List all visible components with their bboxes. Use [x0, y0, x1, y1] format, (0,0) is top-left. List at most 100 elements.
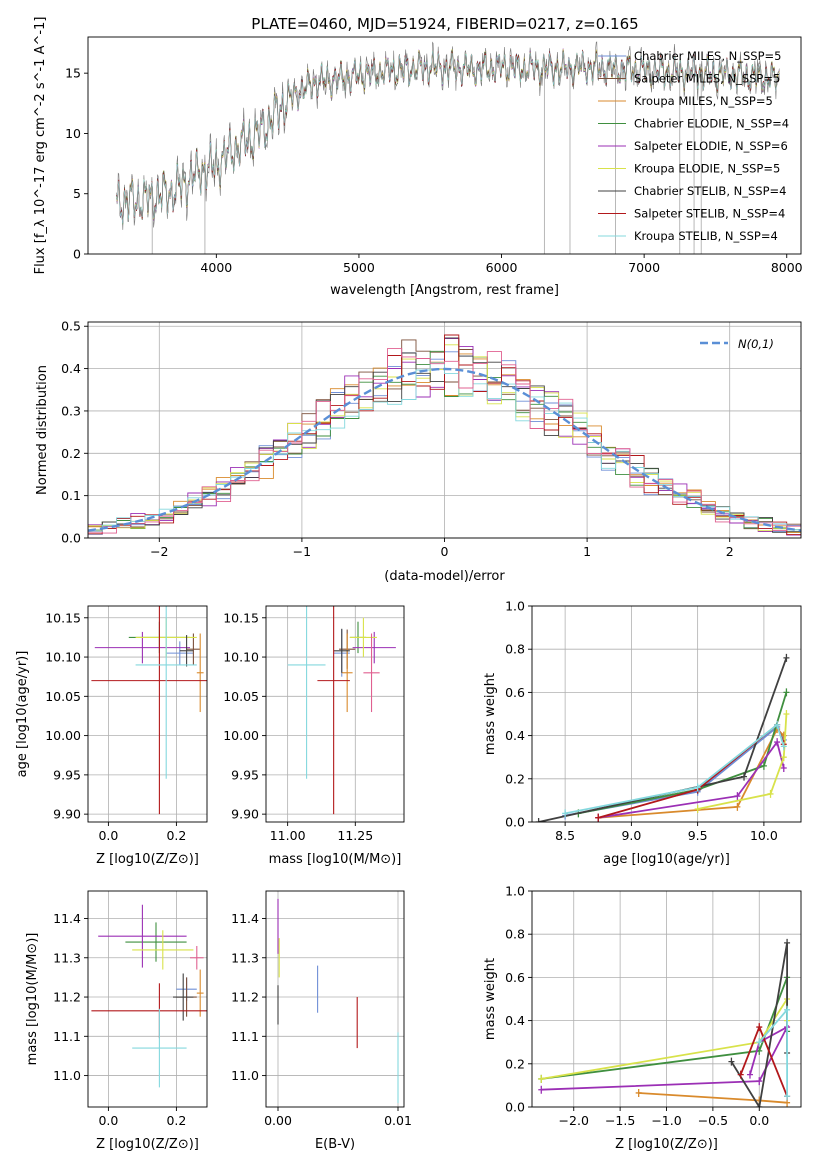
- x-axis-label: wavelength [Angstrom, rest frame]: [330, 283, 559, 298]
- legend-entry: Salpeter MILES, N_SSP=5: [634, 72, 780, 86]
- x-tick-label: 7000: [628, 260, 660, 275]
- x-tick-label: −2: [150, 544, 168, 559]
- gridlines: [266, 891, 404, 1107]
- mass-weight-marker: [741, 772, 748, 781]
- mass-weight-marker: [780, 753, 787, 762]
- x-tick-label: 2: [726, 544, 734, 559]
- mass-weight-marker: [694, 805, 701, 814]
- axes-frame: [531, 890, 802, 1108]
- axes-frame: [87, 605, 208, 823]
- axes-frame: [87, 890, 208, 1108]
- mass-weight-marker: [774, 720, 781, 729]
- error-bar-point: [196, 633, 204, 713]
- error-bar-point: [179, 635, 194, 667]
- y-tick-label: 11.4: [231, 911, 259, 926]
- legend-entry: Kroupa MILES, N_SSP=5: [634, 94, 773, 108]
- axes-frame: [265, 605, 405, 823]
- x-axis-label: (data-model)/error: [384, 569, 505, 584]
- mass-weight-marker: [760, 761, 767, 770]
- mass-weight-marker: [538, 1074, 545, 1083]
- y-tick-label: 5: [73, 186, 81, 201]
- x-tick-label: 4000: [200, 260, 232, 275]
- x-axis-label: Z [log10(Z/Z⊙)]: [96, 852, 199, 867]
- panel-residual-histogram: −2 −1 0 1 2 0.0 0.1 0.2 0.3 0.4 0.5 (data-model)/er…: [35, 319, 802, 584]
- mass-weight-marker: [595, 813, 602, 822]
- gridlines: [266, 606, 404, 822]
- x-tick-label: −1.0: [651, 1113, 681, 1128]
- mass-weight-marker: [767, 789, 774, 798]
- plot-area: [91, 904, 207, 1088]
- y-tick-label: 0.4: [505, 728, 525, 743]
- y-tick-label: 0: [73, 247, 81, 262]
- error-bar-point: [135, 606, 197, 779]
- mass-weight-marker: [535, 818, 542, 822]
- plot-area: [91, 606, 207, 815]
- error-bar-point: [125, 922, 187, 962]
- mass-weight-marker: [746, 1070, 753, 1079]
- y-tick-label: 0.2: [61, 446, 81, 461]
- legend-entry: Salpeter STELIB, N_SSP=4: [634, 207, 785, 221]
- mass-weight-marker: [734, 792, 741, 801]
- x-axis-label: age [log10(age/yr)]: [603, 852, 730, 867]
- y-tick-label: 9.90: [53, 807, 81, 822]
- y-tick-label: 11.3: [53, 950, 81, 965]
- y-tick-label: 0.5: [61, 319, 81, 334]
- y-tick-label: 11.3: [231, 950, 259, 965]
- x-axis-label: mass [log10(M/M⊙)]: [269, 852, 402, 867]
- error-bar-point: [341, 633, 353, 713]
- mass-weight-marker: [635, 1088, 642, 1097]
- y-tick-label: 10.15: [45, 610, 81, 625]
- y-tick-label: 10.10: [223, 650, 259, 665]
- y-axis-label: mass weight: [483, 673, 498, 755]
- y-tick-label: 10.00: [45, 728, 81, 743]
- y-tick-label: 9.90: [231, 807, 259, 822]
- plot-area: [277, 898, 399, 1104]
- x-tick-label: 11.00: [270, 828, 306, 843]
- y-tick-label: 0.8: [505, 927, 525, 942]
- mass-weight-line: [541, 995, 788, 1080]
- legend-entry: Kroupa STELIB, N_SSP=4: [634, 229, 778, 243]
- y-tick-label: 0.6: [505, 970, 525, 985]
- error-bar-point: [132, 930, 194, 970]
- error-bar-point: [349, 617, 377, 658]
- y-tick-label: 11.0: [53, 1068, 81, 1083]
- x-tick-label: 0.2: [166, 1113, 186, 1128]
- mass-weight-marker: [780, 764, 787, 772]
- panel-age-vs-mass: 11.00 11.25 9.90 9.95 10.00 10.05 10.10 10.15 ma…: [223, 605, 405, 867]
- y-tick-label: 11.2: [53, 990, 81, 1005]
- x-tick-label: 0.2: [166, 828, 186, 843]
- mass-weight-marker: [694, 783, 701, 792]
- y-tick-label: 0.0: [505, 815, 525, 830]
- y-tick-label: 10.00: [223, 728, 259, 743]
- histogram-steps: [88, 348, 801, 538]
- plot-area: [538, 938, 791, 1107]
- mass-weight-marker: [756, 1077, 763, 1086]
- y-axis-label: age [log10(age/yr)]: [15, 651, 30, 778]
- y-tick-label: 9.95: [231, 767, 259, 782]
- plot-area: [116, 41, 780, 254]
- panel-mass-weight-vs-age: 8.5 9.0 9.5 10.0 0.0 0.2 0.4 0.6 0.8 1.0 age [log1…: [483, 599, 802, 867]
- x-tick-label: 11.25: [337, 828, 373, 843]
- y-tick-label: 0.2: [505, 1056, 525, 1071]
- mass-weight-marker: [784, 1092, 791, 1101]
- y-tick-label: 0.8: [505, 642, 525, 657]
- error-bar-point: [190, 945, 204, 970]
- legend: Chabrier MILES, N_SSP=5 Salpeter MILES, N…: [598, 49, 789, 243]
- y-axis-label: mass [log10(M/M⊙)]: [25, 933, 40, 1066]
- error-bar-point: [94, 631, 190, 664]
- mass-weight-marker: [784, 1005, 791, 1014]
- mass-weight-marker: [780, 742, 787, 751]
- figure-title: PLATE=0460, MJD=51924, FIBERID=0217, z=0…: [251, 15, 638, 33]
- x-tick-label: −2.0: [559, 1113, 589, 1128]
- mass-weight-marker: [774, 738, 781, 747]
- legend-entry: Salpeter ELODIE, N_SSP=6: [634, 139, 788, 153]
- panel-spectrum: 4000 5000 6000 7000 8000 0 5 10 15 wavelength [An…: [33, 17, 803, 298]
- y-tick-label: 11.0: [231, 1068, 259, 1083]
- x-tick-label: 10.0: [750, 828, 778, 843]
- axes-frame: [531, 605, 802, 823]
- y-tick-label: 0.2: [505, 771, 525, 786]
- mass-weight-marker: [756, 1103, 763, 1107]
- y-tick-label: 0.1: [61, 488, 81, 503]
- mass-weight-marker: [783, 653, 790, 662]
